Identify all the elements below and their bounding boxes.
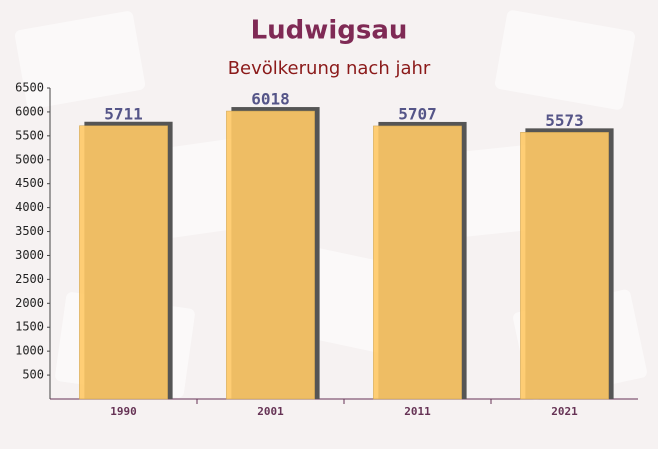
x-tick-label: 2001 <box>257 405 284 418</box>
y-tick-label: 500 <box>22 368 44 382</box>
x-tick-label: 2011 <box>404 405 431 418</box>
bar <box>373 125 462 400</box>
y-tick-label: 1000 <box>15 344 44 358</box>
value-label: 5573 <box>545 111 584 130</box>
value-label: 5711 <box>104 104 143 123</box>
x-tick-label: 1990 <box>110 405 137 418</box>
value-label: 5707 <box>398 104 437 123</box>
value-label: 6018 <box>251 90 290 109</box>
y-tick-label: 3500 <box>15 224 44 238</box>
y-tick-label: 1500 <box>15 320 44 334</box>
chart-title: Ludwigsau <box>251 16 408 46</box>
bar <box>79 125 168 400</box>
y-tick-label: 4500 <box>15 176 44 190</box>
y-tick-label: 6000 <box>15 104 44 118</box>
chart-subtitle: Bevölkerung nach jahr <box>228 58 431 79</box>
y-tick-label: 5000 <box>15 152 44 166</box>
y-tick-label: 2500 <box>15 272 44 286</box>
bar <box>226 110 315 400</box>
x-tick-label: 2021 <box>551 405 578 418</box>
bar <box>520 132 609 400</box>
y-tick-label: 6500 <box>15 81 44 95</box>
y-tick-label: 5500 <box>15 128 44 142</box>
y-tick-label: 4000 <box>15 200 44 214</box>
y-tick-label: 3000 <box>15 248 44 262</box>
y-tick-label: 2000 <box>15 296 44 310</box>
